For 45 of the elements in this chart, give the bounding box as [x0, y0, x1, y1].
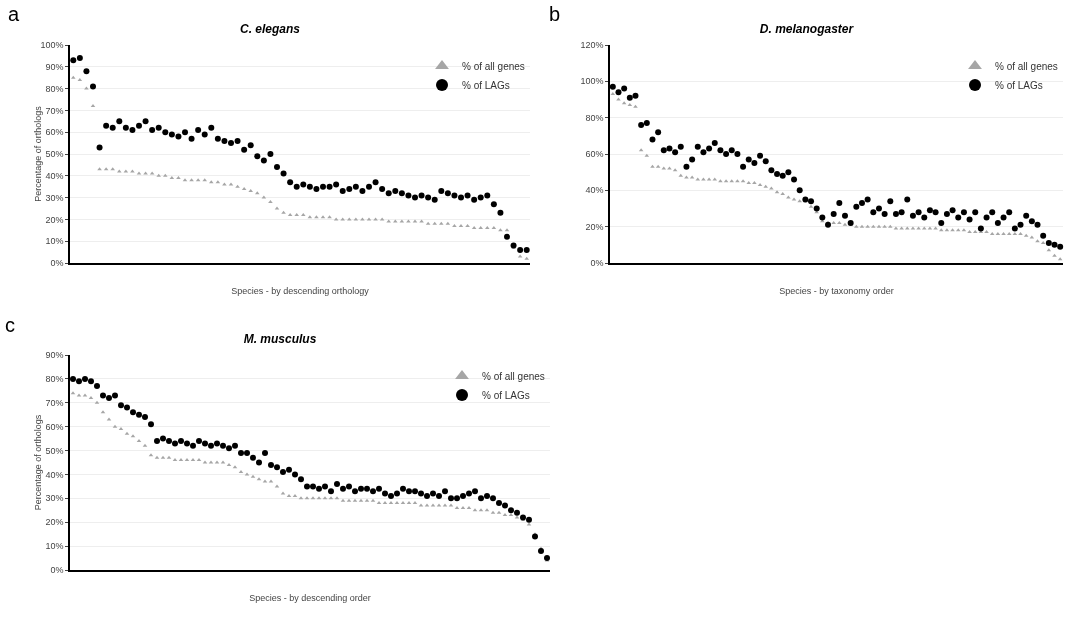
y-tick-label: 120% [580, 40, 604, 51]
y-tick-label: 80% [585, 112, 604, 123]
y-tick-label: 70% [45, 105, 64, 116]
y-tick-label: 70% [45, 397, 64, 408]
y-tick-label: 90% [45, 350, 64, 361]
x-axis-title: Species - by descending orthology [231, 285, 370, 296]
x-axis-title: Species - by descending order [249, 592, 371, 603]
y-tick-label: 0% [50, 565, 64, 576]
y-tick-label: 0% [590, 258, 604, 269]
text: b [549, 3, 561, 25]
text: a [8, 3, 20, 25]
y-tick-label: 80% [45, 374, 64, 385]
y-tick-label: 10% [45, 236, 64, 247]
y-tick-label: 10% [45, 541, 64, 552]
y-tick-label: 40% [45, 469, 64, 480]
chart-title: C. elegans [239, 22, 301, 37]
y-tick-label: 100% [40, 40, 64, 51]
y-tick-label: 60% [585, 149, 604, 160]
y-tick-label: 80% [45, 83, 64, 94]
y-tick-label: 50% [45, 445, 64, 456]
y-tick-label: 20% [45, 214, 64, 225]
y-tick-label: 60% [45, 127, 64, 138]
legend-label: % of all genes [462, 60, 525, 72]
y-tick-label: 20% [45, 517, 64, 528]
y-tick-label: 20% [585, 221, 604, 232]
y-tick-label: 40% [585, 185, 604, 196]
legend-label: % of all genes [995, 60, 1058, 72]
legend-label: % of LAGs [462, 79, 510, 91]
legend-label: % of all genes [482, 370, 545, 382]
legend-label: % of LAGs [995, 79, 1043, 91]
y-tick-label: 100% [580, 76, 604, 87]
chart-title: M. musculus [243, 331, 317, 346]
y-tick-label: 0% [50, 258, 64, 269]
y-axis-title: Percentage of orthologs [33, 105, 44, 202]
y-tick-label: 30% [45, 493, 64, 504]
y-axis-title: Percentage of orthologs [33, 414, 44, 511]
y-tick-label: 40% [45, 170, 64, 181]
chart-title: D. melanogaster [759, 22, 855, 37]
text: c [5, 314, 15, 336]
y-tick-label: 50% [45, 149, 64, 160]
y-tick-label: 90% [45, 61, 64, 72]
x-axis-title: Species - by taxonomy order [779, 285, 894, 296]
legend-label: % of LAGs [482, 389, 530, 401]
y-tick-label: 30% [45, 192, 64, 203]
y-tick-label: 60% [45, 421, 64, 432]
